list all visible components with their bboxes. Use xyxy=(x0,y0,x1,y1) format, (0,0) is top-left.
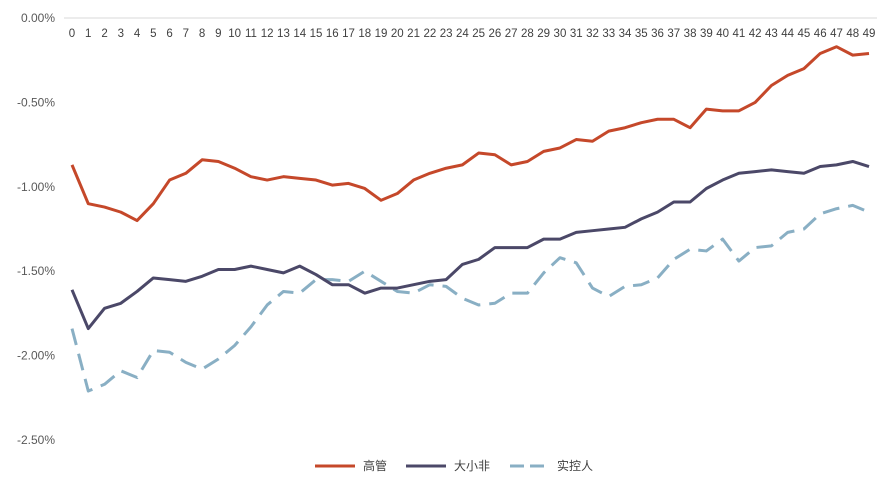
x-tick-label: 0 xyxy=(69,28,75,40)
x-tick-label: 28 xyxy=(521,28,534,40)
x-axis: 0 1 2 3 4 5 6 7 8 9 10 11 12 13 14 15 16 17 18 19 20 21 22 23 24… xyxy=(64,17,877,40)
legend: 高管 大小非 实控人 xyxy=(315,458,593,473)
x-tick-label: 32 xyxy=(586,28,599,40)
x-tick-label: 1 xyxy=(85,28,91,40)
x-tick-label: 11 xyxy=(245,28,257,40)
x-tick-label: 48 xyxy=(846,28,859,40)
x-tick-label: 31 xyxy=(570,28,583,40)
x-tick-label: 29 xyxy=(537,28,550,40)
x-tick-label: 38 xyxy=(684,28,697,40)
x-tick-label: 15 xyxy=(310,28,323,40)
x-tick-label: 35 xyxy=(635,28,648,40)
x-tick-label: 2 xyxy=(101,28,107,40)
x-tick-label: 34 xyxy=(619,28,632,40)
x-tick-label: 16 xyxy=(326,28,339,40)
x-tick-label: 30 xyxy=(554,28,567,40)
x-tick-label: 44 xyxy=(781,28,794,40)
y-tick-label: -0.50% xyxy=(17,95,55,109)
series-line-2 xyxy=(70,203,870,393)
x-tick-label: 4 xyxy=(134,28,141,40)
x-tick-label: 41 xyxy=(732,28,745,40)
x-tick-label: 21 xyxy=(407,28,420,40)
x-tick-label: 5 xyxy=(150,28,156,40)
x-tick-label: 36 xyxy=(651,28,664,40)
x-tick-label: 23 xyxy=(440,28,453,40)
x-tick-label: 27 xyxy=(505,28,518,40)
x-tick-label: 7 xyxy=(183,28,189,40)
y-tick-label: -2.00% xyxy=(17,349,55,363)
legend-label-2: 实控人 xyxy=(557,458,593,473)
x-tick-label: 19 xyxy=(375,28,388,40)
x-tick-label: 26 xyxy=(488,28,501,40)
x-tick-label: 40 xyxy=(716,28,729,40)
y-tick-label: -2.50% xyxy=(17,433,55,447)
x-tick-label: 39 xyxy=(700,28,713,40)
x-tick-label: 22 xyxy=(423,28,436,40)
x-tick-label: 12 xyxy=(261,28,274,40)
x-tick-label: 17 xyxy=(342,28,355,40)
x-tick-label: 47 xyxy=(830,28,843,40)
x-tick-label: 49 xyxy=(863,28,876,40)
x-tick-label: 37 xyxy=(667,28,680,40)
x-tick-label: 8 xyxy=(199,28,205,40)
x-tick-label: 6 xyxy=(166,28,172,40)
x-tick-label: 33 xyxy=(602,28,615,40)
y-tick-label: 0.00% xyxy=(21,11,55,25)
x-tick-label: 14 xyxy=(293,28,306,40)
x-tick-label: 10 xyxy=(228,28,241,40)
x-tick-label: 43 xyxy=(765,28,778,40)
y-tick-label: -1.00% xyxy=(17,180,55,194)
series-layer xyxy=(70,45,870,393)
x-tick-label: 45 xyxy=(798,28,811,40)
x-tick-label: 13 xyxy=(277,28,290,40)
x-tick-label: 9 xyxy=(215,28,221,40)
x-tick-label: 42 xyxy=(749,28,762,40)
x-tick-label: 25 xyxy=(472,28,485,40)
legend-label-1: 大小非 xyxy=(454,459,490,473)
y-tick-label: -1.50% xyxy=(17,264,55,278)
y-axis: 0.00% -0.50% -1.00% -1.50% -2.00% -2.50% xyxy=(17,11,55,447)
x-tick-label: 3 xyxy=(118,28,124,40)
x-tick-label: 18 xyxy=(358,28,371,40)
x-tick-label: 24 xyxy=(456,28,469,40)
legend-label-0: 高管 xyxy=(363,458,387,473)
x-tick-label: 46 xyxy=(814,28,827,40)
x-tick-label: 20 xyxy=(391,28,404,40)
series-line-1 xyxy=(70,159,870,331)
series-line-0 xyxy=(70,45,870,223)
